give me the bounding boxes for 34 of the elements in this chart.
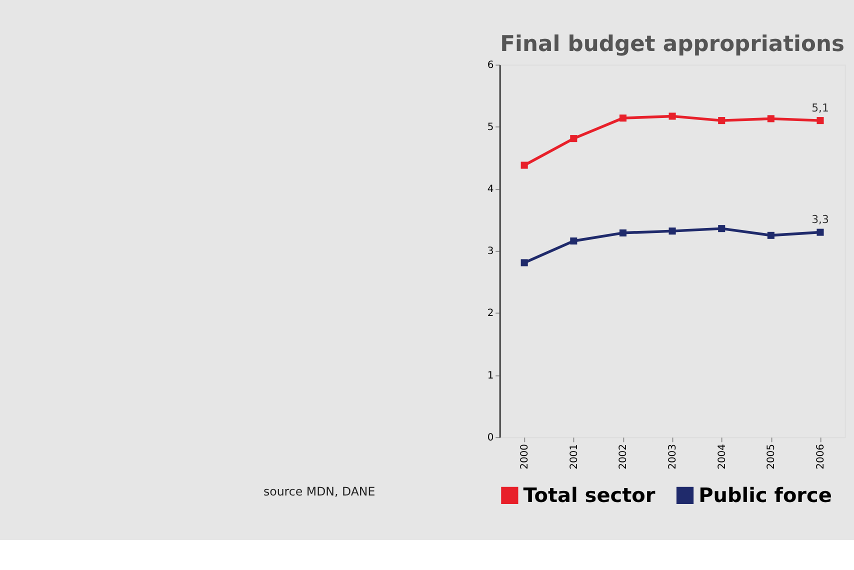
chart-title: Final budget appropriations (500, 32, 844, 58)
point (520, 259, 528, 266)
y-tick-label: 2 (487, 308, 494, 320)
data-label: 5,1 (812, 101, 829, 114)
point (570, 135, 578, 142)
x-tick-label: 2001 (568, 444, 580, 470)
point (570, 237, 578, 245)
legend-label: Public force (698, 482, 832, 507)
y-tick-label: 3 (487, 246, 494, 258)
y-tick-label: 5 (487, 122, 494, 133)
y-tick-label: 6 (487, 60, 494, 71)
point (816, 117, 824, 124)
y-tick-label: 4 (487, 184, 494, 196)
point (767, 232, 774, 239)
x-tick-label: 2006 (815, 444, 826, 470)
point (619, 229, 626, 236)
x-tick-label: 2004 (716, 444, 728, 470)
point (816, 228, 824, 236)
point (767, 115, 774, 122)
data-label: 3,3 (812, 213, 829, 226)
legend-label: Total sector (523, 482, 656, 507)
point (718, 225, 726, 232)
y-tick-label: 1 (487, 370, 494, 382)
x-tick-label: 2003 (667, 444, 678, 470)
point (668, 112, 676, 120)
y-tick-label: 0 (487, 432, 494, 444)
point (718, 117, 726, 124)
x-tick-label: 2002 (618, 444, 630, 470)
point (619, 114, 626, 122)
x-tick-label: 2005 (766, 444, 778, 470)
point (668, 228, 676, 235)
point (520, 162, 528, 169)
x-tick-label: 2000 (520, 444, 531, 470)
source-note: source MDN, DANE (263, 484, 376, 498)
